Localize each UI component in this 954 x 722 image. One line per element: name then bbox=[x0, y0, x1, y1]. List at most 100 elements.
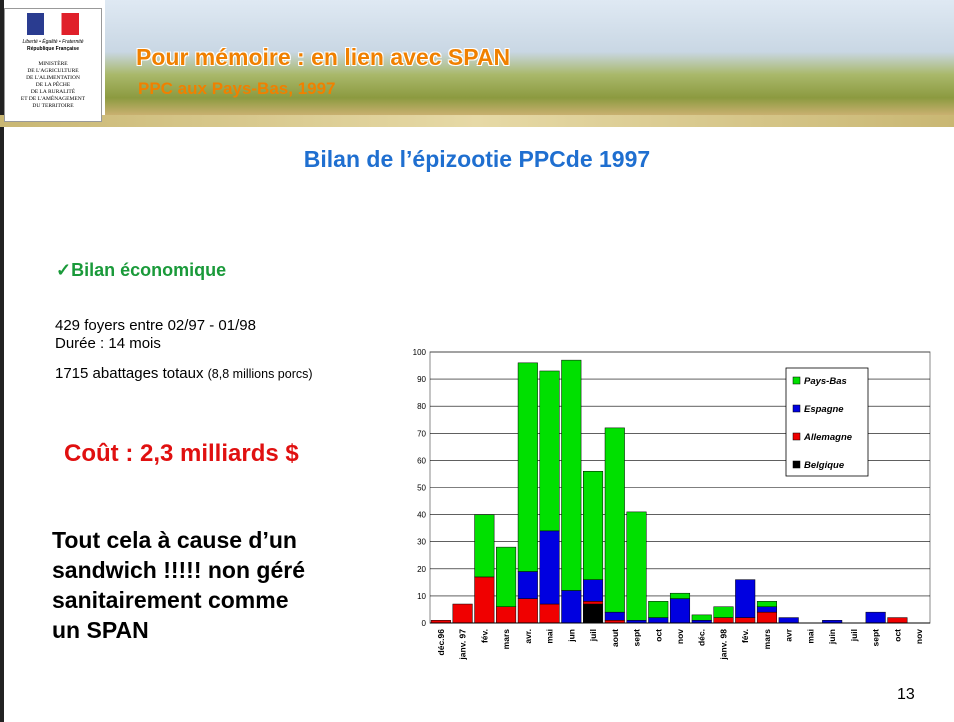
x-tick-label: oct bbox=[892, 629, 902, 642]
x-tick-label: mai bbox=[545, 629, 555, 644]
bar-segment bbox=[669, 592, 691, 599]
ministry-line: DE LA RURALITÉ bbox=[30, 89, 76, 95]
x-tick-label: nov bbox=[675, 629, 685, 644]
bar-segment bbox=[583, 470, 604, 580]
legend-swatch bbox=[792, 376, 801, 385]
x-tick-label: mars bbox=[501, 629, 511, 650]
motto: Liberté • Égalité • Fraternité bbox=[22, 39, 84, 45]
ministry-line: MINISTÈRE bbox=[38, 61, 68, 67]
bar-segment bbox=[583, 603, 604, 624]
x-tick-label: janv. 97 bbox=[458, 629, 468, 661]
bar-segment bbox=[452, 603, 473, 624]
x-tick-label: juil bbox=[588, 629, 598, 642]
y-tick-label: 80 bbox=[417, 402, 426, 411]
x-tick-label: mars bbox=[762, 629, 772, 650]
header-title: Pour mémoire : en lien avec SPAN bbox=[136, 44, 511, 70]
conclusion-line: un SPAN bbox=[52, 617, 149, 643]
slaughter: 1715 abattages totaux (8,8 millions porc… bbox=[55, 365, 313, 382]
bar-segment bbox=[735, 579, 756, 618]
x-tick-label: juil bbox=[849, 629, 859, 642]
x-tick-label: jun bbox=[566, 629, 576, 643]
fact-line: 429 foyers entre 02/97 - 01/98 bbox=[55, 317, 256, 334]
republic: République Française bbox=[27, 46, 79, 52]
cost: Coût : 2,3 milliards $ bbox=[64, 440, 299, 467]
banner-band bbox=[0, 115, 954, 127]
ministry-line: ET DE L'AMÉNAGEMENT bbox=[20, 96, 86, 102]
y-tick-label: 50 bbox=[417, 484, 426, 493]
facts: 429 foyers entre 02/97 - 01/98 Durée : 14… bbox=[55, 317, 256, 353]
x-tick-label: déc.96 bbox=[436, 629, 446, 656]
ministry-line: DE L'ALIMENTATION bbox=[26, 75, 80, 81]
bar-segment bbox=[865, 611, 886, 624]
bar-segment bbox=[691, 614, 712, 621]
x-tick-label: fév. bbox=[479, 629, 489, 643]
x-tick-label: sept bbox=[871, 629, 881, 647]
ministry-line: DE L'AGRICULTURE bbox=[27, 68, 79, 74]
bar-segment bbox=[604, 611, 625, 621]
x-tick-label: oct bbox=[653, 629, 663, 642]
x-tick-label: fév. bbox=[740, 629, 750, 643]
y-tick-label: 20 bbox=[417, 565, 426, 574]
legend-label: Espagne bbox=[804, 404, 844, 415]
conclusion-line: sandwich !!!!! non géré bbox=[52, 557, 305, 583]
conclusion-line: sanitairement comme bbox=[52, 587, 289, 613]
bar-segment bbox=[517, 362, 538, 572]
slaughter-main: 1715 abattages totaux bbox=[55, 365, 204, 382]
ministry-line: DU TERRITOIRE bbox=[32, 103, 74, 109]
legend-swatch bbox=[792, 460, 801, 469]
banner bbox=[105, 0, 954, 115]
left-border bbox=[0, 0, 4, 722]
y-tick-label: 60 bbox=[417, 456, 426, 465]
x-tick-label: nov bbox=[914, 629, 924, 644]
bar-segment bbox=[756, 601, 777, 607]
conclusion-line: Tout cela à cause d’un bbox=[52, 527, 297, 553]
logo-box: Liberté • Égalité • Fraternité Républiqu… bbox=[4, 8, 102, 122]
x-tick-label: avr. bbox=[523, 629, 533, 644]
header-subtitle: PPC aux Pays-Bas, 1997 bbox=[138, 79, 336, 98]
section-title: ✓Bilan économique bbox=[56, 260, 227, 280]
ministry: MINISTÈRE DE L'AGRICULTURE DE L'ALIMENTATI… bbox=[5, 61, 101, 110]
y-tick-label: 40 bbox=[417, 511, 426, 520]
page-number: 13 bbox=[897, 686, 915, 703]
legend-box bbox=[785, 367, 869, 477]
bar-segment bbox=[517, 598, 538, 624]
x-tick-label: juin bbox=[827, 629, 837, 645]
bar-segment bbox=[713, 617, 734, 624]
bar-segment bbox=[887, 617, 908, 624]
legend-swatch bbox=[792, 432, 801, 441]
bar-segment bbox=[626, 511, 647, 621]
bar-segment bbox=[756, 606, 777, 613]
y-tick-label: 70 bbox=[417, 429, 426, 438]
y-tick-label: 0 bbox=[422, 619, 427, 628]
bar-segment bbox=[778, 617, 799, 624]
legend-label: Belgique bbox=[804, 460, 845, 471]
conclusion: Tout cela à cause d’un sandwich !!!!! non… bbox=[52, 525, 305, 645]
slaughter-note: (8,8 millions porcs) bbox=[207, 367, 313, 381]
bar-segment bbox=[474, 576, 495, 624]
bar-segment bbox=[648, 601, 669, 618]
bar-segment bbox=[756, 611, 777, 624]
bar-segment bbox=[648, 617, 669, 624]
flag bbox=[27, 13, 79, 35]
x-tick-label: sept bbox=[632, 629, 642, 647]
ministry-line: DE LA PÊCHE bbox=[35, 82, 71, 88]
bar-segment bbox=[561, 590, 582, 624]
y-tick-label: 100 bbox=[413, 348, 427, 357]
bar-segment bbox=[583, 579, 604, 602]
legend-label: Allemagne bbox=[803, 432, 853, 443]
bar-segment bbox=[583, 601, 604, 605]
bar-segment bbox=[735, 617, 756, 624]
bar-segment bbox=[539, 370, 560, 532]
x-tick-label: janv. 98 bbox=[718, 629, 728, 661]
bar-segment bbox=[539, 603, 560, 624]
x-tick-label: avr bbox=[784, 628, 794, 641]
x-tick-label: mai bbox=[805, 629, 815, 644]
bar-segment bbox=[561, 359, 582, 591]
bar-segment bbox=[496, 606, 517, 624]
fact-line: Durée : 14 mois bbox=[55, 335, 161, 352]
slide-title: Bilan de l’épizootie PPCde 1997 bbox=[303, 146, 651, 172]
x-tick-label: déc. bbox=[697, 629, 707, 646]
y-tick-label: 90 bbox=[417, 375, 426, 384]
